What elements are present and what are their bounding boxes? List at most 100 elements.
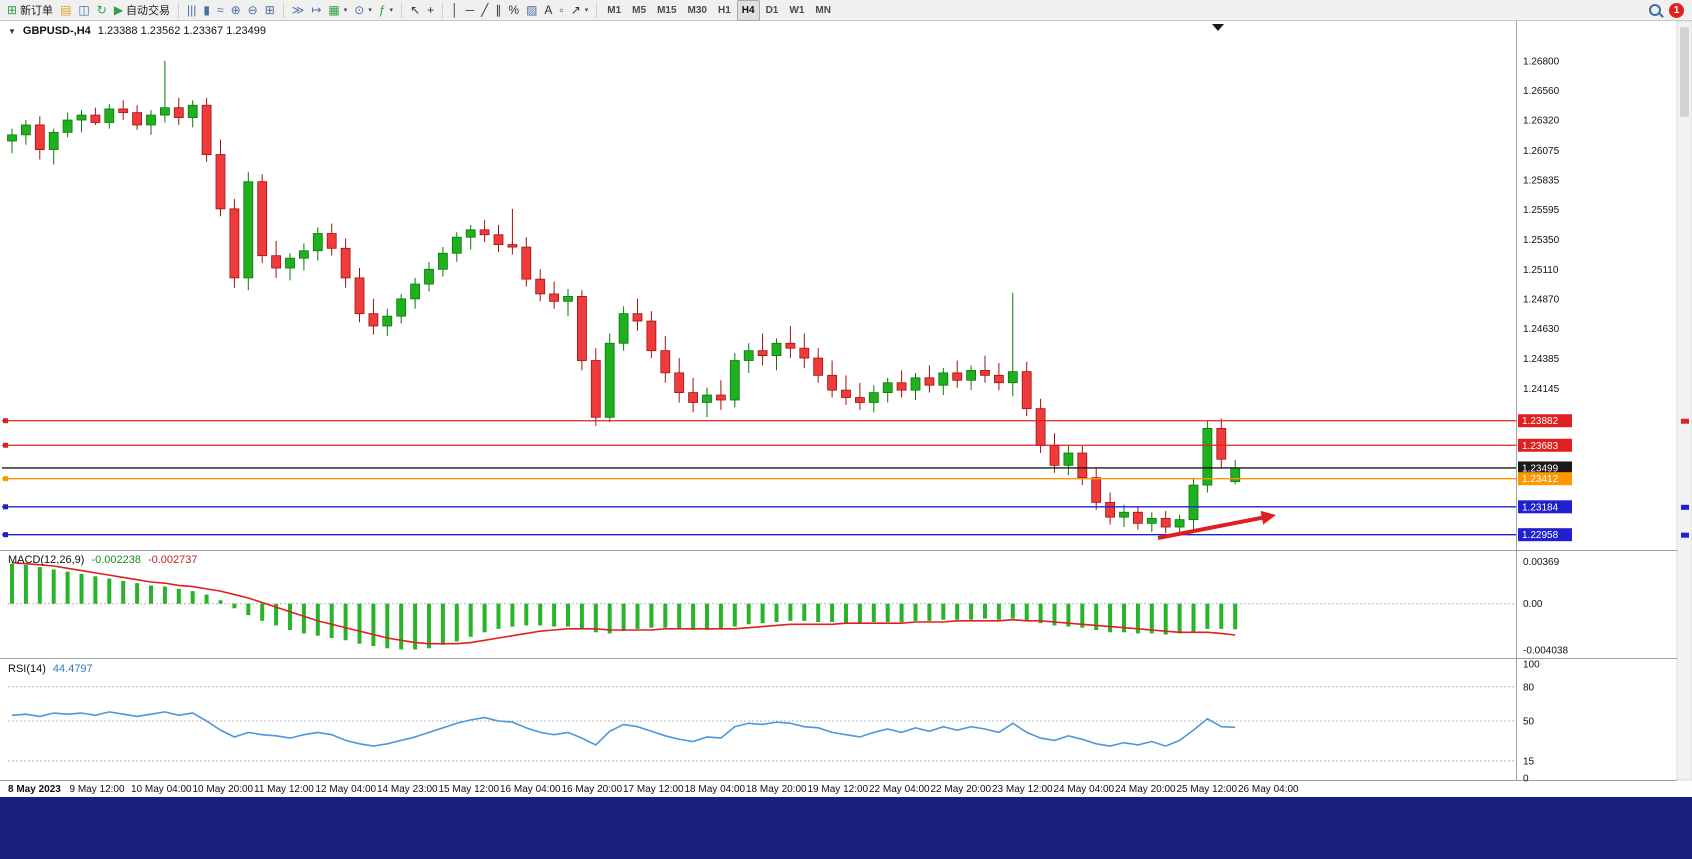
macd-label: MACD(12,26,9) -0.002238 -0.002737 <box>8 554 198 566</box>
timeframe-mn[interactable]: MN <box>810 0 836 21</box>
market-watch-icon-glyph: ◫ <box>78 3 90 17</box>
svg-text:15: 15 <box>1523 756 1535 767</box>
support-line-orange-handle[interactable] <box>3 476 8 482</box>
search-icon[interactable] <box>1646 2 1664 19</box>
tile-windows-icon[interactable]: ⊞ <box>262 2 278 19</box>
one-click-trading-collapse-icon[interactable]: ▼ <box>8 26 16 36</box>
toolbar-separator <box>596 2 598 18</box>
shapes-icon-glyph: ▨ <box>526 3 538 17</box>
right-scrollbar-thumb[interactable] <box>1680 27 1689 117</box>
channel-icon[interactable]: ∥ <box>492 2 504 19</box>
zoom-out-icon[interactable]: ⊖ <box>245 2 261 19</box>
right-scrollbar[interactable] <box>1676 20 1692 781</box>
vertical-line-icon[interactable]: │ <box>448 2 462 19</box>
svg-text:23 May 12:00: 23 May 12:00 <box>992 784 1053 795</box>
cursor-icon-glyph: ↖ <box>410 3 421 17</box>
profiles-icon[interactable]: ▤ <box>57 2 74 19</box>
svg-text:12 May 04:00: 12 May 04:00 <box>316 784 377 795</box>
svg-text:15 May 12:00: 15 May 12:00 <box>439 784 500 795</box>
indicators-icon-glyph: ƒ <box>378 3 386 17</box>
toolbar: ⊞ 新订单 ▤ ◫ ↻ ▶ 自动交易 ||| ▮ ≈ ⊕ ⊖ ⊞ ≫ ↦ ▦ ▾ ⊙ ▾ ƒ ▾ ↖ + │ ─ ╱ ∥% ▨ A ▫ ↗ ▾… <box>0 0 1692 21</box>
price-axis[interactable] <box>1517 21 1692 780</box>
chart-title: ▼ GBPUSD-,H4 1.23388 1.23562 1.23367 1.2… <box>8 25 266 37</box>
vertical-line-icon-glyph: │ <box>451 3 459 17</box>
toolbar-separator <box>178 2 180 18</box>
auto-trading-button[interactable]: ▶ 自动交易 <box>111 2 173 19</box>
chart-shift-marker[interactable] <box>1212 24 1224 31</box>
svg-text:22 May 04:00: 22 May 04:00 <box>869 784 930 795</box>
tile-windows-icon-glyph: ⊞ <box>264 3 275 17</box>
trendline-icon[interactable]: ╱ <box>478 2 491 19</box>
timeframe-d1-label: D1 <box>765 4 779 16</box>
timeframe-m15-label: M15 <box>657 4 677 16</box>
timeframe-m30-label: M30 <box>687 4 707 16</box>
svg-text:17 May 12:00: 17 May 12:00 <box>623 784 684 795</box>
svg-text:1.25595: 1.25595 <box>1523 205 1560 216</box>
resistance-line-2-handle[interactable] <box>3 442 8 448</box>
indicators-icon[interactable]: ƒ ▾ <box>376 2 396 19</box>
timeframe-m5[interactable]: M5 <box>627 0 651 21</box>
auto-scroll-icon[interactable]: ≫ <box>289 2 308 19</box>
timeframe-w1[interactable]: W1 <box>784 0 809 21</box>
svg-text:24 May 04:00: 24 May 04:00 <box>1054 784 1115 795</box>
crosshair-icon[interactable]: + <box>424 2 437 19</box>
svg-text:1.26800: 1.26800 <box>1523 56 1560 67</box>
timeframe-m30[interactable]: M30 <box>683 0 712 21</box>
line-chart-icon[interactable]: ≈ <box>214 2 227 19</box>
refresh-icon-glyph: ↻ <box>96 3 107 17</box>
candles <box>7 60 1241 535</box>
svg-text:0.00369: 0.00369 <box>1523 557 1560 568</box>
refresh-icon[interactable]: ↻ <box>94 2 110 19</box>
svg-text:10 May 04:00: 10 May 04:00 <box>131 784 192 795</box>
timeframe-m1[interactable]: M1 <box>602 0 626 21</box>
fibonacci-icon[interactable]: % <box>505 2 522 19</box>
chevron-down-icon: ▾ <box>343 7 348 14</box>
text-icon[interactable]: A <box>541 2 555 19</box>
bid-price-line-price-label <box>1518 461 1572 475</box>
support-line-2-handle[interactable] <box>3 532 8 538</box>
bar-chart-icon-glyph: ||| <box>187 3 197 17</box>
svg-text:1.24145: 1.24145 <box>1523 384 1560 395</box>
support-line-1-scroll-marker <box>1681 504 1689 510</box>
svg-text:16 May 20:00: 16 May 20:00 <box>562 784 623 795</box>
trend-arrow-line[interactable] <box>1157 514 1269 540</box>
svg-text:1.23882: 1.23882 <box>1522 416 1559 427</box>
shapes-icon[interactable]: ▨ <box>523 2 540 19</box>
horizontal-line-icon[interactable]: ─ <box>463 2 478 19</box>
timeframe-d1[interactable]: D1 <box>761 0 784 21</box>
bottom-bar <box>0 797 1692 859</box>
candlestick-chart-icon[interactable]: ▮ <box>200 2 213 19</box>
resistance-line-1-handle[interactable] <box>3 418 8 424</box>
trendline-icon-glyph: ╱ <box>481 3 489 17</box>
chart-plot-area[interactable] <box>0 21 1516 780</box>
cursor-icon[interactable]: ↖ <box>407 2 423 19</box>
svg-text:1.25110: 1.25110 <box>1523 265 1559 276</box>
chevron-down-icon: ▾ <box>368 7 372 14</box>
timeframe-h1-label: H1 <box>717 4 731 16</box>
svg-text:26 May 04:00: 26 May 04:00 <box>1238 784 1299 795</box>
support-line-1-handle[interactable] <box>3 504 8 510</box>
timeframe-h1[interactable]: H1 <box>713 0 736 21</box>
notification-badge[interactable]: 1 <box>1669 2 1684 18</box>
svg-text:24 May 20:00: 24 May 20:00 <box>1115 784 1176 795</box>
new-chart-icon[interactable]: ▦ ▾ <box>325 2 350 19</box>
timeframe-h4[interactable]: H4 <box>736 0 760 21</box>
svg-text:19 May 12:00: 19 May 12:00 <box>808 784 869 795</box>
svg-text:18 May 04:00: 18 May 04:00 <box>685 784 746 795</box>
period-clock-icon[interactable]: ⊙ ▾ <box>351 2 375 19</box>
zoom-in-icon[interactable]: ⊕ <box>228 2 244 19</box>
market-watch-icon[interactable]: ◫ <box>75 2 92 19</box>
candlestick-chart-icon-glyph: ▮ <box>203 3 211 17</box>
bar-chart-icon[interactable]: ||| <box>184 2 199 19</box>
new-order-button[interactable]: ⊞ 新订单 <box>4 2 56 19</box>
support-line-2-price-label <box>1518 528 1572 542</box>
arrow-tools-icon[interactable]: ↗ ▾ <box>568 2 592 19</box>
timeframe-m15[interactable]: M15 <box>652 0 681 21</box>
channel-icon-glyph: ∥ <box>495 3 502 17</box>
chart-shift-icon[interactable]: ↦ <box>308 2 324 19</box>
label-icon[interactable]: ▫ <box>556 2 566 19</box>
svg-text:0.00: 0.00 <box>1523 599 1543 610</box>
rsi-value: 44.4797 <box>52 663 93 675</box>
timeframe-h4-label: H4 <box>741 4 755 16</box>
macd-name: MACD(12,26,9) <box>8 554 85 566</box>
